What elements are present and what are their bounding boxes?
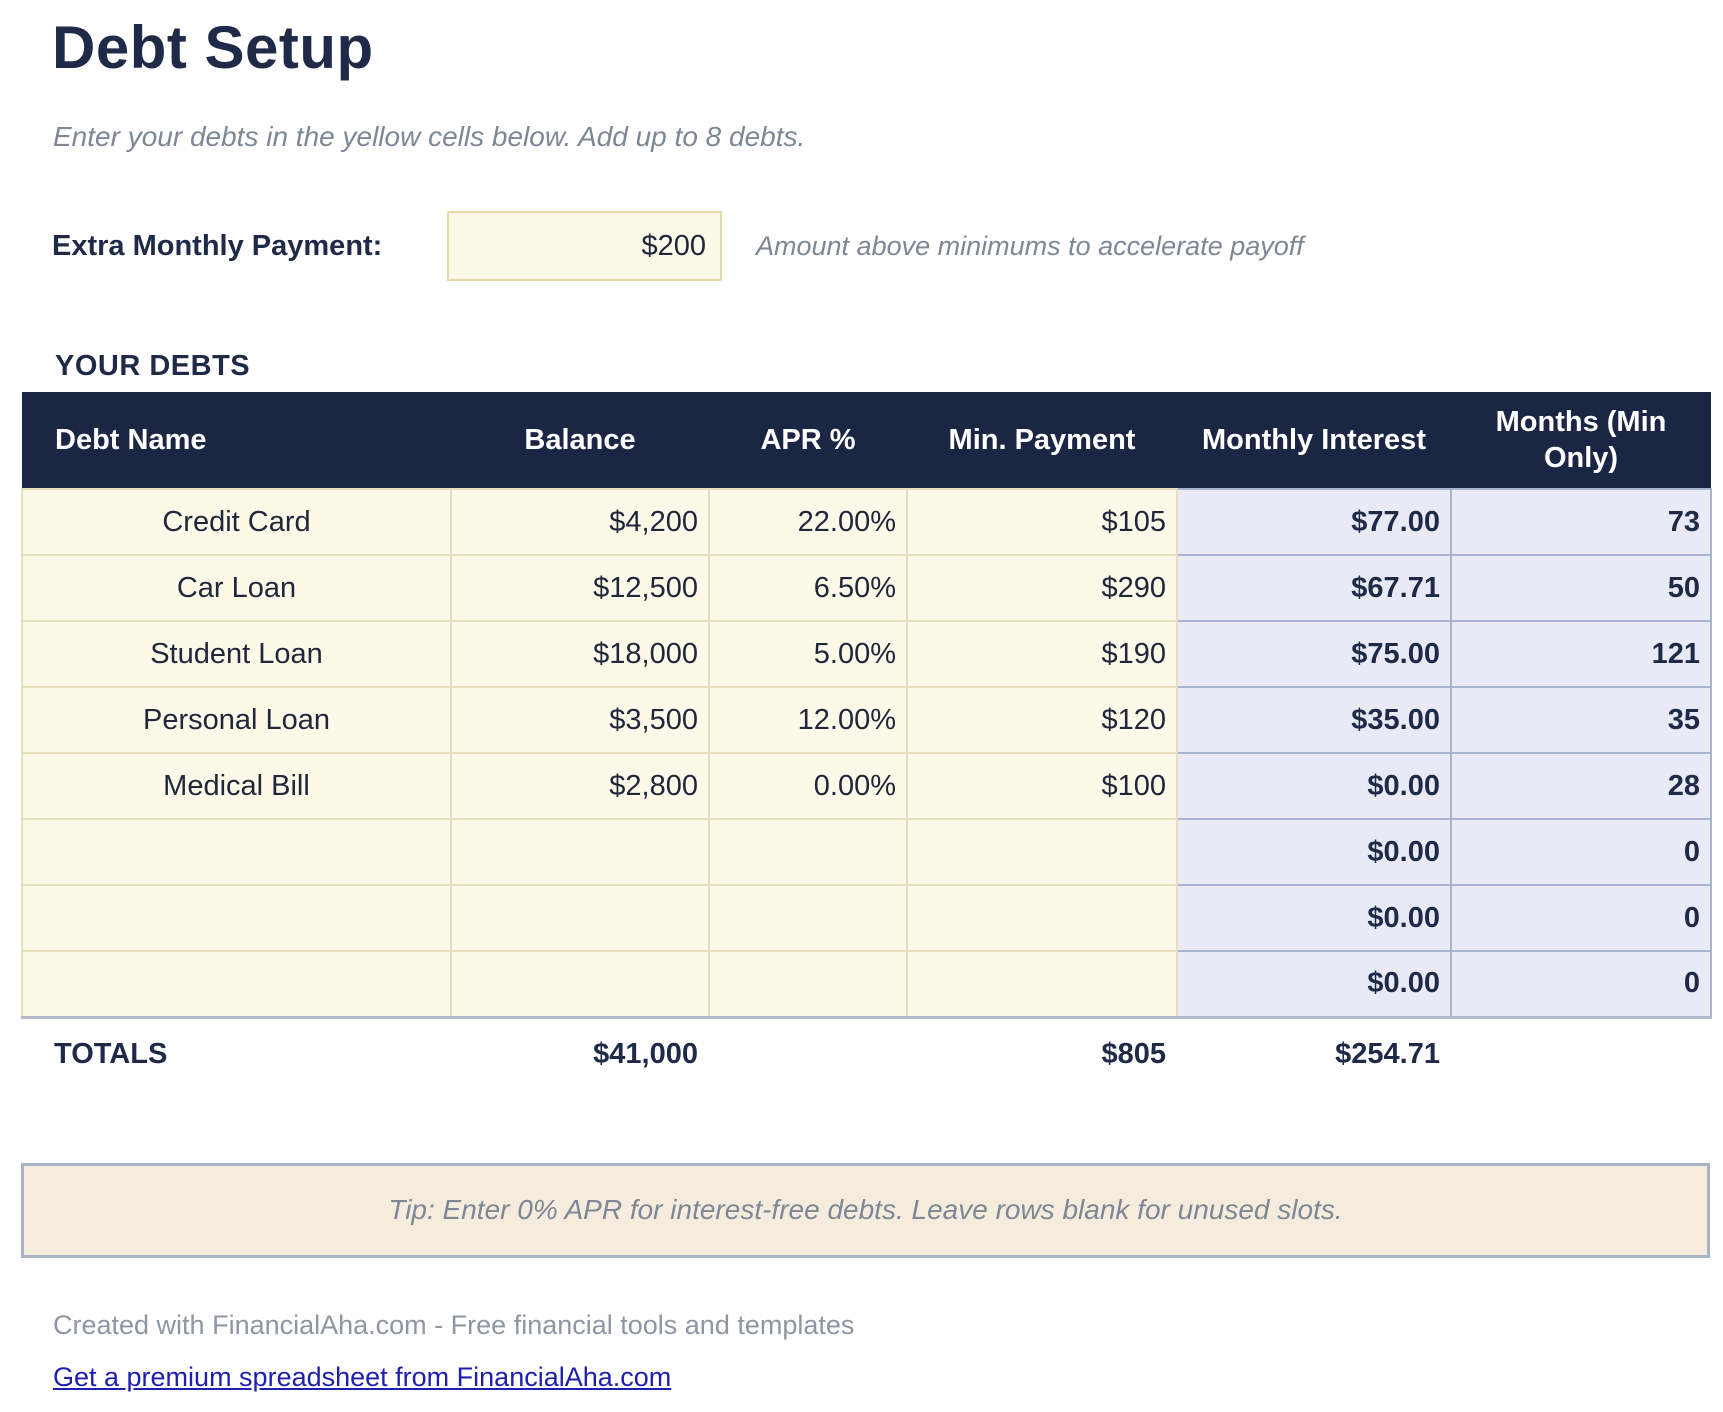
- page-subtitle: Enter your debts in the yellow cells bel…: [53, 121, 806, 152]
- balance-cell[interactable]: $4,200: [450, 488, 710, 556]
- min-payment-cell[interactable]: $100: [906, 752, 1178, 820]
- monthly-interest-cell: $67.71: [1176, 554, 1452, 622]
- table-row: Medical Bill $2,800 0.00% $100 $0.00 28: [21, 752, 1712, 820]
- totals-balance: $41,000: [593, 1038, 698, 1070]
- balance-cell[interactable]: $12,500: [450, 554, 710, 622]
- apr-cell[interactable]: 22.00%: [708, 488, 908, 556]
- min-payment-cell[interactable]: [906, 818, 1178, 886]
- extra-payment-label: Extra Monthly Payment:: [52, 229, 383, 262]
- min-payment-cell[interactable]: [906, 884, 1178, 952]
- debt-name-cell[interactable]: Medical Bill: [21, 752, 452, 820]
- min-payment-cell[interactable]: $190: [906, 620, 1178, 688]
- balance-cell[interactable]: [450, 884, 710, 952]
- months-cell: 73: [1450, 488, 1712, 556]
- months-cell: 35: [1450, 686, 1712, 754]
- page-title: Debt Setup: [52, 14, 374, 81]
- tip-box: Tip: Enter 0% APR for interest-free debt…: [21, 1162, 1710, 1258]
- monthly-interest-cell: $75.00: [1176, 620, 1452, 688]
- table-row: Personal Loan $3,500 12.00% $120 $35.00 …: [21, 686, 1712, 754]
- debts-table: Debt Name Balance APR % Min. Payment Mon…: [21, 392, 1712, 1019]
- apr-cell[interactable]: [708, 884, 908, 952]
- months-cell: 0: [1450, 884, 1712, 952]
- debts-table-header-row: Debt Name Balance APR % Min. Payment Mon…: [22, 392, 1711, 489]
- min-payment-cell[interactable]: $290: [906, 554, 1178, 622]
- balance-cell[interactable]: $3,500: [450, 686, 710, 754]
- debt-name-cell[interactable]: [21, 818, 452, 886]
- monthly-interest-cell: $77.00: [1176, 488, 1452, 556]
- totals-monthly-interest: $254.71: [1335, 1038, 1440, 1070]
- min-payment-cell[interactable]: [906, 950, 1178, 1019]
- months-cell: 0: [1450, 818, 1712, 886]
- debt-name-cell[interactable]: [21, 950, 452, 1019]
- monthly-interest-cell: $35.00: [1176, 686, 1452, 754]
- apr-cell[interactable]: 12.00%: [708, 686, 908, 754]
- balance-cell[interactable]: $2,800: [450, 752, 710, 820]
- totals-row: TOTALS $41,000 $805 $254.71: [21, 1019, 1723, 1091]
- months-cell: 50: [1450, 554, 1712, 622]
- monthly-interest-cell: $0.00: [1176, 752, 1452, 820]
- apr-cell[interactable]: [708, 950, 908, 1019]
- column-header-debt-name: Debt Name: [22, 392, 451, 489]
- apr-cell[interactable]: 0.00%: [708, 752, 908, 820]
- table-row: Student Loan $18,000 5.00% $190 $75.00 1…: [21, 620, 1712, 688]
- table-row: $0.00 0: [21, 818, 1712, 886]
- monthly-interest-cell: $0.00: [1176, 950, 1452, 1019]
- column-header-balance: Balance: [451, 392, 709, 489]
- monthly-interest-cell: $0.00: [1176, 884, 1452, 952]
- extra-payment-row: Extra Monthly Payment: $200 Amount above…: [52, 211, 1723, 281]
- tip-text: Tip: Enter 0% APR for interest-free debt…: [388, 1194, 1343, 1225]
- debt-name-cell[interactable]: Credit Card: [21, 488, 452, 556]
- premium-spreadsheet-link[interactable]: Get a premium spreadsheet from Financial…: [53, 1361, 672, 1392]
- column-header-monthly-interest: Monthly Interest: [1177, 392, 1451, 489]
- extra-payment-note: Amount above minimums to accelerate payo…: [756, 230, 1304, 261]
- debt-name-cell[interactable]: [21, 884, 452, 952]
- footer-credit: Created with FinancialAha.com - Free fin…: [53, 1309, 855, 1340]
- totals-label: TOTALS: [54, 1038, 168, 1070]
- debt-name-cell[interactable]: Personal Loan: [21, 686, 452, 754]
- monthly-interest-cell: $0.00: [1176, 818, 1452, 886]
- debt-setup-page: Debt Setup Enter your debts in the yello…: [0, 16, 1723, 1412]
- balance-cell[interactable]: $18,000: [450, 620, 710, 688]
- months-cell: 0: [1450, 950, 1712, 1019]
- min-payment-cell[interactable]: $120: [906, 686, 1178, 754]
- debt-name-cell[interactable]: Car Loan: [21, 554, 452, 622]
- table-row: Car Loan $12,500 6.50% $290 $67.71 50: [21, 554, 1712, 622]
- months-cell: 121: [1450, 620, 1712, 688]
- column-header-apr: APR %: [709, 392, 907, 489]
- your-debts-heading: YOUR DEBTS: [55, 350, 251, 382]
- totals-min-payment: $805: [1101, 1038, 1166, 1070]
- extra-payment-input[interactable]: $200: [447, 211, 722, 281]
- min-payment-cell[interactable]: $105: [906, 488, 1178, 556]
- apr-cell[interactable]: 5.00%: [708, 620, 908, 688]
- column-header-min-payment: Min. Payment: [907, 392, 1177, 489]
- column-header-months: Months (Min Only): [1451, 392, 1711, 489]
- apr-cell[interactable]: 6.50%: [708, 554, 908, 622]
- months-cell: 28: [1450, 752, 1712, 820]
- debt-name-cell[interactable]: Student Loan: [21, 620, 452, 688]
- apr-cell[interactable]: [708, 818, 908, 886]
- balance-cell[interactable]: [450, 950, 710, 1019]
- balance-cell[interactable]: [450, 818, 710, 886]
- table-row: Credit Card $4,200 22.00% $105 $77.00 73: [21, 488, 1712, 556]
- table-row: $0.00 0: [21, 884, 1712, 952]
- table-row: $0.00 0: [21, 950, 1712, 1019]
